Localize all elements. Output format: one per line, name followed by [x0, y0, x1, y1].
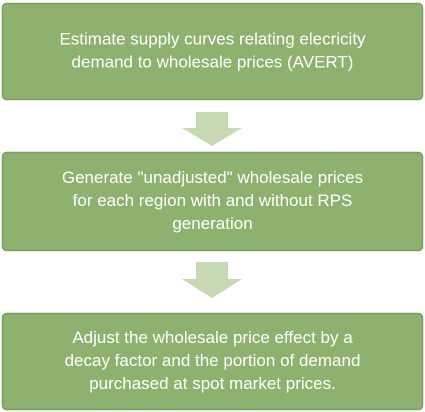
- step-text: Adjust the wholesale price effect by a: [72, 328, 353, 347]
- arrow: [182, 262, 242, 298]
- step-box: [1, 2, 424, 101]
- labels: Estimate supply curves relating elecrici…: [59, 29, 366, 393]
- step-text: for each region with and without RPS: [73, 191, 353, 210]
- step-text: Estimate supply curves relating elecrici…: [59, 29, 366, 48]
- step-box: [1, 312, 424, 411]
- step-text: decay factor and the portion of demand: [65, 351, 361, 370]
- arrow: [182, 112, 242, 146]
- step-text: generation: [172, 214, 252, 233]
- step-text: Generate "unadjusted" wholesale prices: [62, 168, 363, 187]
- step-box: [1, 151, 424, 252]
- step-text: demand to wholesale prices (AVERT): [72, 52, 354, 71]
- step-text: purchased at spot market prices.: [89, 374, 336, 393]
